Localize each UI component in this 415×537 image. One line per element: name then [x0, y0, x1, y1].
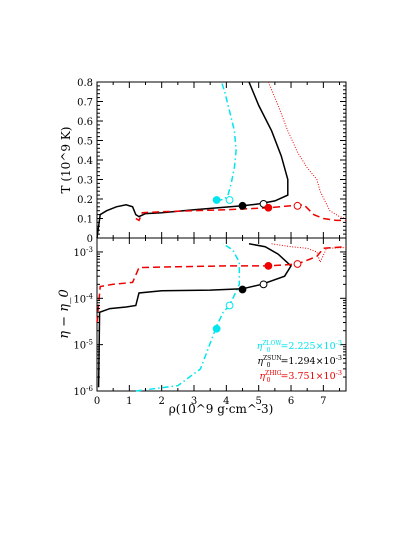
- degeneracy-zsun-open-marker: [259, 280, 268, 289]
- temperature-curves: [96, 81, 347, 239]
- temperature-ticks: [96, 81, 346, 239]
- x-tick-label: 1: [126, 396, 132, 407]
- x-tick-label: 6: [288, 396, 294, 407]
- x-tick-label: 3: [191, 396, 197, 407]
- x-tick-label: 2: [158, 396, 164, 407]
- temperature-zlow-line: [216, 81, 237, 202]
- degeneracy-markers: [212, 260, 302, 333]
- degeneracy-panel: 10-6 10-5 10-4 10-3 0 1 2 3 4 5 6 7 ηZLOW 0 =2.225×1…: [57, 237, 347, 416]
- legend-zlow: ηZLOW 0 =2.225×10-3: [257, 339, 342, 354]
- degeneracy-zsun-line: [97, 243, 292, 388]
- temperature-panel: 0 0.1 0.2 0.3 0.4 0.5 0.6 0.7 0.8 T (10^9 K): [59, 78, 347, 245]
- degeneracy-ticks: [96, 237, 346, 392]
- y-tick-label: 10-3: [73, 246, 93, 259]
- degeneracy-curves: [96, 243, 347, 392]
- x-tick-label: 4: [223, 396, 229, 407]
- degeneracy-zhig-filled-marker: [264, 262, 273, 270]
- y-tick-label: 10-6: [73, 385, 93, 398]
- x-tick-label: 7: [320, 396, 326, 407]
- density-axis-label: ρ(10^9 g·cm^-3): [169, 402, 274, 416]
- y-tick-label: 0.4: [77, 156, 93, 167]
- temperature-plot-frame: [96, 81, 347, 239]
- degeneracy-zlow-open-marker: [225, 301, 234, 310]
- degeneracy-y-tick-labels: 10-6 10-5 10-4 10-3: [73, 246, 93, 398]
- temperature-zhig-filled-marker: [264, 203, 273, 212]
- degeneracy-plot-frame: [96, 237, 347, 392]
- y-tick-label: 0.8: [77, 78, 93, 89]
- temperature-axis-label: T (10^9 K): [59, 127, 73, 194]
- y-tick-label: 10-5: [73, 339, 93, 352]
- x-tick-label: 0: [94, 396, 100, 407]
- degeneracy-zlow-line: [135, 243, 241, 392]
- degeneracy-zlow-filled-marker: [212, 324, 221, 333]
- y-tick-label: 0.6: [77, 117, 93, 128]
- legend-zsun: ηZSUN 0 =1.294×10-3: [257, 354, 342, 369]
- temperature-zsun-line: [96, 81, 289, 239]
- y-tick-label: 0.1: [77, 215, 93, 226]
- density-x-tick-labels: 0 1 2 3 4 5 6 7: [94, 396, 327, 407]
- x-tick-label: 5: [256, 396, 262, 407]
- temperature-y-tick-labels: 0 0.1 0.2 0.3 0.4 0.5 0.6 0.7 0.8: [77, 78, 93, 245]
- y-tick-label: 0: [87, 234, 93, 245]
- degeneracy-zhig-line: [96, 245, 347, 323]
- degeneracy-zsun-filled-marker: [238, 285, 247, 294]
- temperature-zlow-filled-marker: [212, 196, 221, 204]
- y-tick-label: 0.7: [77, 98, 93, 109]
- temperature-zlow-open-marker: [225, 196, 234, 204]
- degeneracy-zhig-open-marker: [293, 260, 302, 268]
- temperature-markers: [212, 196, 302, 212]
- degeneracy-axis-label: η − η_0: [57, 289, 72, 339]
- temperature-zhig-open-marker: [293, 201, 302, 210]
- temperature-zsun-filled-marker: [238, 201, 247, 210]
- y-tick-label: 0.5: [77, 137, 93, 148]
- y-tick-label: 10-4: [73, 292, 93, 305]
- y-tick-label: 0.3: [77, 176, 93, 187]
- legend-zhig: ηZHIG 0 =3.751×10-3: [259, 369, 342, 384]
- temperature-zhig-dotted-line: [267, 81, 347, 219]
- y-tick-label: 0.2: [77, 195, 93, 206]
